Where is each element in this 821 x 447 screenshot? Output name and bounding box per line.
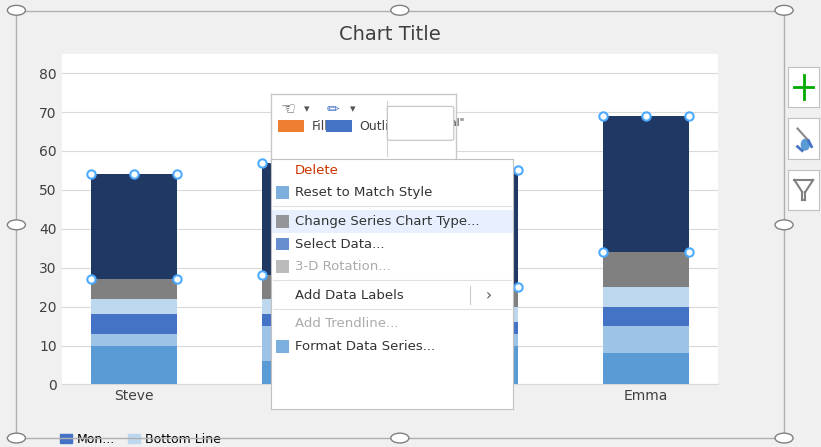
Bar [276, 238, 289, 250]
Title: Chart Title: Chart Title [339, 25, 441, 44]
Bar [91, 314, 177, 334]
Bar [262, 163, 347, 275]
Bar [603, 326, 689, 353]
Bar [603, 116, 689, 252]
Bar [91, 174, 177, 279]
Bar [433, 170, 518, 287]
Bar [603, 307, 689, 326]
Text: ☜: ☜ [280, 100, 295, 118]
Bar [271, 210, 513, 232]
Bar [91, 279, 177, 299]
Text: ▾: ▾ [445, 118, 449, 128]
Text: Change Series Chart Type...: Change Series Chart Type... [296, 215, 479, 228]
Bar [433, 334, 518, 346]
Bar [433, 322, 518, 334]
Legend: Mon..., Bottom Line: Mon..., Bottom Line [55, 428, 227, 447]
Bar [433, 346, 518, 384]
Bar [433, 287, 518, 307]
Bar [276, 215, 289, 228]
Bar [603, 353, 689, 384]
Text: ✏: ✏ [327, 101, 339, 117]
Bar [276, 186, 289, 199]
Bar [327, 119, 352, 132]
Bar [433, 307, 518, 322]
FancyBboxPatch shape [388, 106, 454, 140]
Bar [262, 275, 347, 299]
Circle shape [800, 139, 810, 151]
Bar [262, 299, 347, 314]
Bar [278, 119, 305, 132]
Text: ▾: ▾ [351, 104, 356, 114]
Text: Outline: Outline [360, 120, 405, 133]
Bar [276, 261, 289, 273]
Text: Fill: Fill [312, 120, 328, 133]
Text: ›: › [486, 288, 492, 303]
Bar [262, 314, 347, 326]
Text: 3-D Rotation...: 3-D Rotation... [296, 260, 391, 273]
Bar [603, 287, 689, 307]
Bar [262, 361, 347, 384]
Text: Add Trendline...: Add Trendline... [296, 317, 398, 330]
Text: ▾: ▾ [305, 104, 310, 114]
Text: Format Data Series...: Format Data Series... [296, 340, 435, 353]
Bar [276, 340, 289, 353]
Bar [603, 252, 689, 287]
Bar [91, 346, 177, 384]
Bar [91, 334, 177, 346]
Text: Select Data...: Select Data... [296, 237, 385, 250]
Text: Add Data Labels: Add Data Labels [296, 289, 404, 302]
Bar [262, 326, 347, 361]
Text: Delete: Delete [296, 164, 339, 177]
Text: Reset to Match Style: Reset to Match Style [296, 186, 433, 199]
Bar [91, 299, 177, 314]
Text: Series "Total": Series "Total" [395, 118, 464, 128]
